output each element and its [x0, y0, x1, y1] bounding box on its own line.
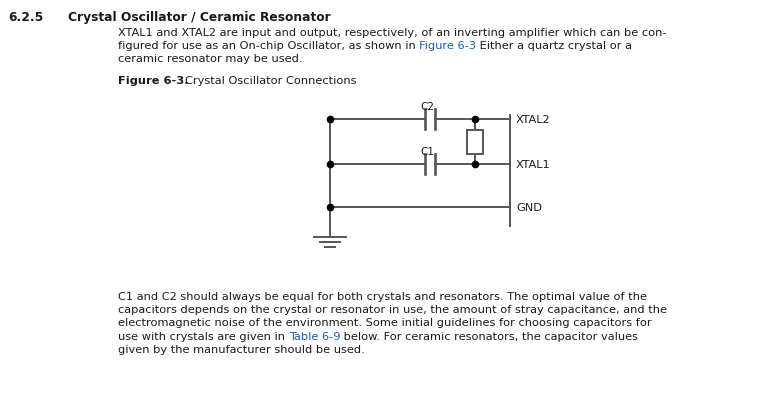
Text: GND: GND [516, 202, 542, 213]
Text: below. For ceramic resonators, the capacitor values: below. For ceramic resonators, the capac… [340, 331, 638, 341]
Text: C2: C2 [420, 102, 434, 112]
Text: electromagnetic noise of the environment. Some initial guidelines for choosing c: electromagnetic noise of the environment… [118, 318, 652, 328]
Text: Either a quartz crystal or a: Either a quartz crystal or a [477, 41, 633, 51]
Text: Crystal Oscillator / Ceramic Resonator: Crystal Oscillator / Ceramic Resonator [68, 11, 330, 24]
Text: C1: C1 [420, 147, 434, 157]
Text: XTAL1 and XTAL2 are input and output, respectively, of an inverting amplifier wh: XTAL1 and XTAL2 are input and output, re… [118, 28, 666, 38]
Text: XTAL1: XTAL1 [516, 160, 551, 170]
Text: figured for use as an On-chip Oscillator, as shown in: figured for use as an On-chip Oscillator… [118, 41, 419, 51]
Text: Figure 6-3.: Figure 6-3. [118, 76, 189, 86]
Text: Figure 6-3: Figure 6-3 [419, 41, 477, 51]
Text: C1 and C2 should always be equal for both crystals and resonators. The optimal v: C1 and C2 should always be equal for bot… [118, 291, 647, 301]
Text: Table 6-9: Table 6-9 [288, 331, 340, 341]
Text: capacitors depends on the crystal or resonator in use, the amount of stray capac: capacitors depends on the crystal or res… [118, 305, 667, 314]
Text: given by the manufacturer should be used.: given by the manufacturer should be used… [118, 344, 365, 354]
Text: XTAL2: XTAL2 [516, 115, 551, 125]
Text: use with crystals are given in: use with crystals are given in [118, 331, 288, 341]
Bar [467, 130, 483, 154]
Text: ceramic resonator may be used.: ceramic resonator may be used. [118, 54, 302, 64]
Text: 6.2.5: 6.2.5 [8, 11, 44, 24]
Text: Crystal Oscillator Connections: Crystal Oscillator Connections [185, 76, 356, 86]
